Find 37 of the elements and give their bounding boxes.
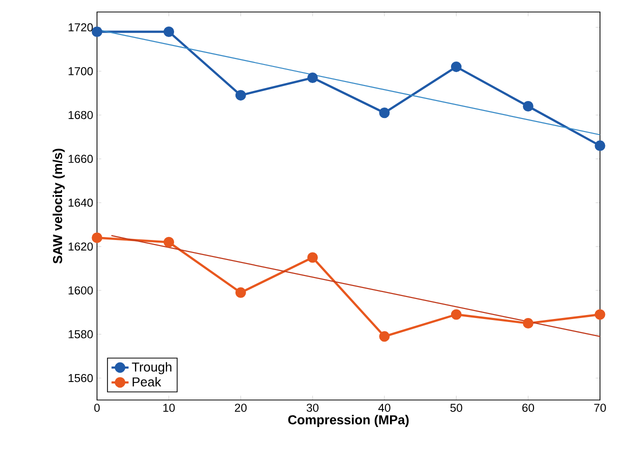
point [379,108,390,118]
y-tick-label: 1560 [68,374,93,382]
x-tick-label: 20 [234,404,247,412]
point [522,318,534,329]
y-tick-label: 1620 [68,242,93,251]
point [522,100,534,112]
y-tick-label: 1600 [68,286,93,294]
point [307,72,318,84]
x-axis-title: Compression (MPa) [288,414,409,427]
point [594,140,606,151]
x-tick-label: 40 [378,404,390,412]
point [307,252,318,263]
x-tick-label: 60 [522,404,534,412]
point [164,236,174,248]
x-tick-label: 10 [163,404,175,412]
x-tick-label: 0 [94,404,100,412]
point [92,232,102,244]
y-tick-label: 1700 [68,67,93,76]
x-tick-label: 30 [306,404,318,412]
point [379,331,390,342]
point [451,62,462,72]
y-tick-label: 1580 [68,330,93,338]
point [235,287,246,298]
y-tick-label: 1640 [68,198,93,207]
point [164,26,174,37]
point [92,26,102,37]
legend-label: Peak [132,376,162,386]
y-axis-title: SAW velocity (m/s) [52,148,65,264]
x-tick-label: 70 [594,404,606,412]
point [594,309,606,320]
y-tick-label: 1660 [68,154,93,163]
x-tick-label: 50 [450,404,462,412]
y-tick-label: 1720 [68,23,93,32]
y-tick-label: 1680 [68,110,93,120]
point [235,90,246,101]
point [451,309,462,320]
legend-label: Trough [132,362,172,374]
